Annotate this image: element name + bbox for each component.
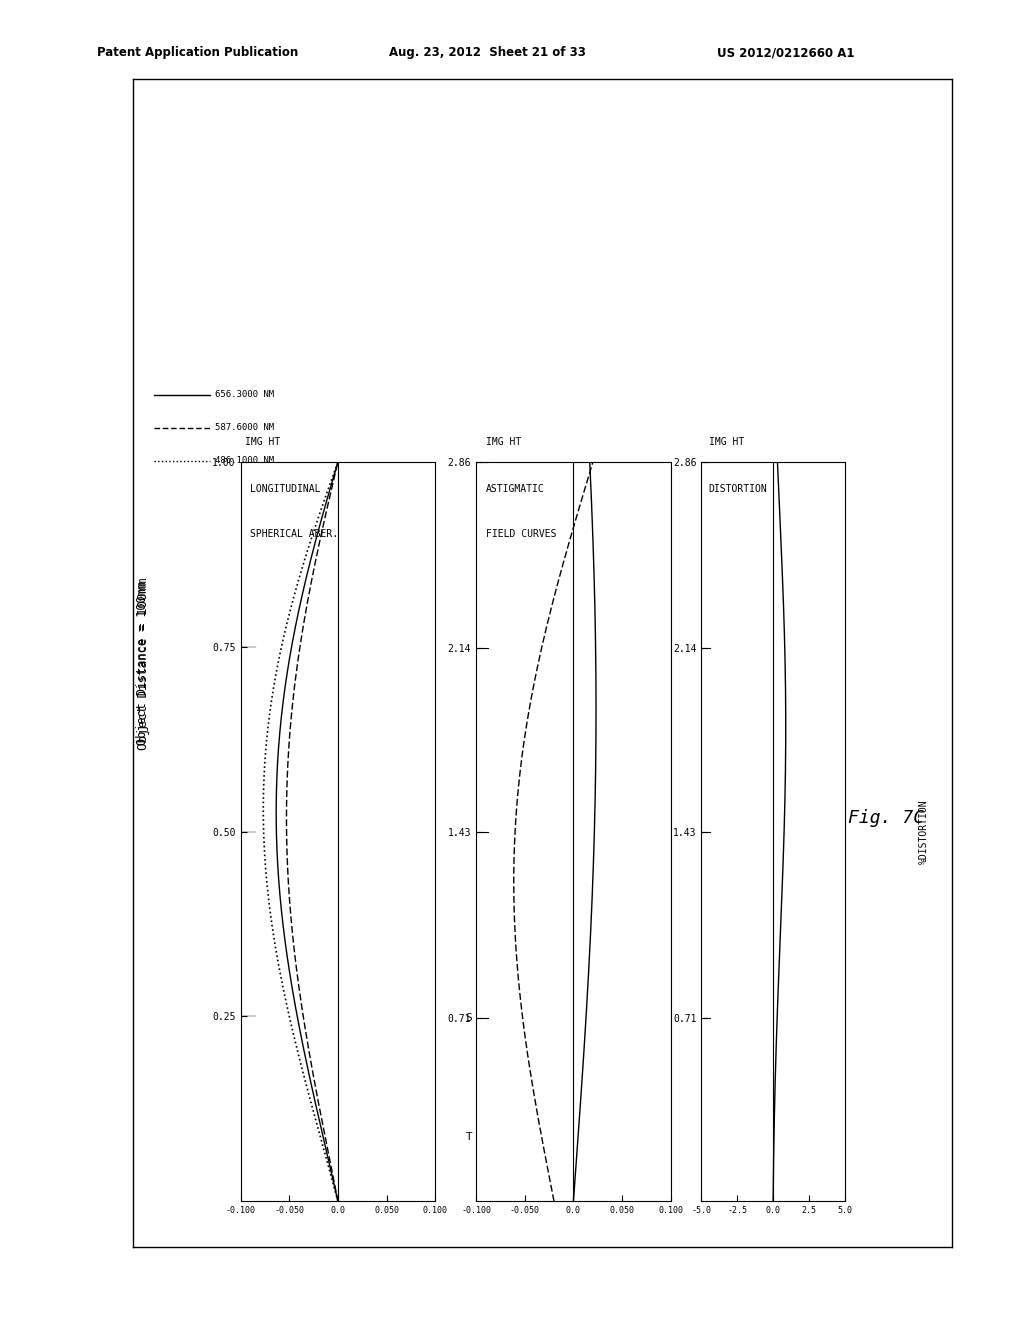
- Text: SPHERICAL ABER.: SPHERICAL ABER.: [250, 528, 339, 539]
- Text: Fig. 7C: Fig. 7C: [848, 809, 924, 828]
- Text: FOCUS (MILLIMETERS): FOCUS (MILLIMETERS): [499, 776, 508, 887]
- Text: IMG HT: IMG HT: [486, 437, 521, 447]
- Text: S: S: [466, 1012, 472, 1023]
- Text: ASTIGMATIC: ASTIGMATIC: [486, 484, 545, 494]
- Text: DISTORTION: DISTORTION: [709, 484, 767, 494]
- Text: Patent Application Publication: Patent Application Publication: [97, 46, 299, 59]
- Text: 587.6000 NM: 587.6000 NM: [215, 424, 274, 432]
- Text: T: T: [466, 1131, 472, 1142]
- Text: IMG HT: IMG HT: [245, 437, 280, 447]
- Text: LONGITUDINAL: LONGITUDINAL: [250, 484, 321, 494]
- Text: 486.1000 NM: 486.1000 NM: [215, 457, 274, 465]
- Text: FOCUS (MILLIMETERS): FOCUS (MILLIMETERS): [743, 776, 754, 887]
- Text: FIELD CURVES: FIELD CURVES: [486, 528, 556, 539]
- Text: US 2012/0212660 A1: US 2012/0212660 A1: [717, 46, 854, 59]
- Text: %DISTORTION: %DISTORTION: [919, 800, 929, 863]
- Text: IMG HT: IMG HT: [709, 437, 743, 447]
- Text: Object Distance = 100mm: Object Distance = 100mm: [137, 577, 150, 750]
- Text: Object Distance = 100mm: Object Distance = 100mm: [136, 581, 150, 746]
- Text: 656.3000 NM: 656.3000 NM: [215, 391, 274, 399]
- Text: Aug. 23, 2012  Sheet 21 of 33: Aug. 23, 2012 Sheet 21 of 33: [389, 46, 586, 59]
